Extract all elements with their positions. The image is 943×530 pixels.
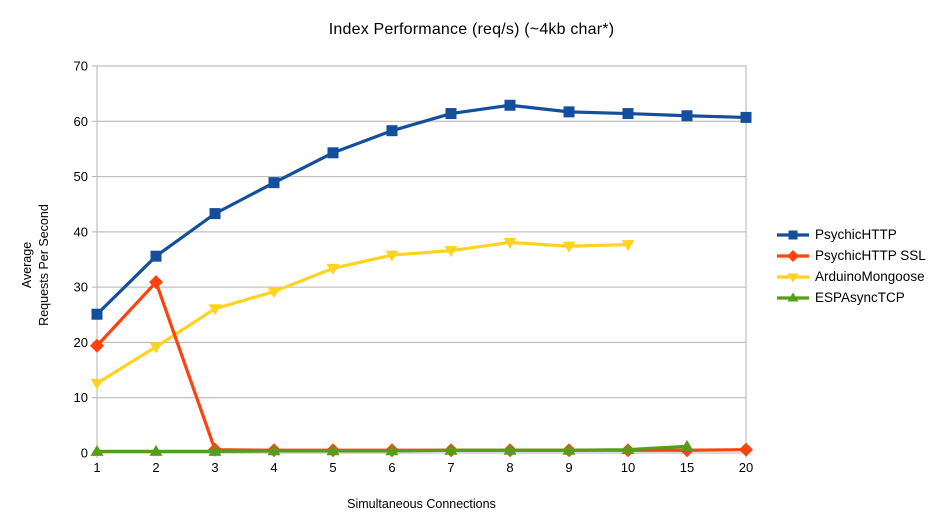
data-point-ESPAsyncTCP	[562, 443, 576, 455]
data-point-PsychicHTTP	[622, 108, 634, 120]
legend-item-PsychicHTTP-SSL: PsychicHTTP SSL	[777, 245, 926, 266]
data-point-ESPAsyncTCP	[267, 444, 281, 456]
plot-border	[96, 65, 747, 454]
data-point-PsychicHTTP	[268, 177, 280, 189]
y-tick-label: 60	[74, 114, 88, 129]
x-tick-label: 9	[565, 460, 572, 475]
legend-item-PsychicHTTP: PsychicHTTP	[777, 224, 926, 245]
y-tick-label: 30	[74, 280, 88, 295]
data-point-PsychicHTTP	[740, 111, 752, 123]
data-point-ESPAsyncTCP	[503, 443, 517, 455]
legend-swatch-square	[777, 230, 809, 239]
x-tick-label: 5	[329, 460, 336, 475]
data-point-ArduinoMongoose	[149, 342, 163, 354]
series-line-ArduinoMongoose	[95, 240, 630, 385]
data-point-ArduinoMongoose	[562, 241, 576, 253]
data-point-ESPAsyncTCP	[326, 444, 340, 456]
x-tick-label: 6	[388, 460, 395, 475]
y-tick-label: 20	[74, 335, 88, 350]
data-point-PsychicHTTP	[91, 308, 103, 320]
legend-marker	[787, 249, 799, 262]
x-tick-label: 20	[739, 460, 753, 475]
y-tick-label: 50	[74, 169, 88, 184]
data-point-ESPAsyncTCP	[680, 439, 694, 451]
x-axis-title: Simultaneous Connections	[347, 497, 496, 511]
legend-marker	[787, 292, 799, 301]
data-point-ArduinoMongoose	[621, 240, 635, 252]
legend-label: PsychicHTTP SSL	[815, 248, 926, 263]
data-point-ArduinoMongoose	[90, 378, 104, 390]
data-point-PsychicHTTP	[150, 250, 162, 262]
data-point-PsychicHTTP-SSL	[149, 275, 163, 290]
x-tick-label: 7	[447, 460, 454, 475]
data-point-PsychicHTTP-SSL	[90, 338, 104, 353]
legend-item-ESPAsyncTCP: ESPAsyncTCP	[777, 287, 926, 308]
legend-swatch-triangle-down	[777, 273, 809, 282]
x-tick-label: 10	[621, 460, 635, 475]
y-axis-title-line2: Requests Per Second	[37, 204, 51, 326]
data-point-PsychicHTTP	[681, 110, 693, 122]
data-point-PsychicHTTP	[563, 106, 575, 118]
legend-marker	[788, 230, 798, 239]
data-point-PsychicHTTP	[386, 125, 398, 137]
data-point-PsychicHTTP	[504, 99, 516, 111]
x-tick-label: 1	[93, 460, 100, 475]
data-point-ESPAsyncTCP	[444, 443, 458, 455]
data-point-ArduinoMongoose	[208, 304, 222, 316]
data-point-ArduinoMongoose	[385, 250, 399, 262]
y-axis-title: Average Requests Per Second	[19, 115, 53, 415]
legend-item-ArduinoMongoose: ArduinoMongoose	[777, 266, 926, 287]
x-tick-label: 4	[270, 460, 277, 475]
data-point-ArduinoMongoose	[444, 246, 458, 258]
data-point-ArduinoMongoose	[267, 287, 281, 299]
chart-title: Index Performance (req/s) (~4kb char*)	[328, 21, 615, 38]
data-point-PsychicHTTP	[327, 147, 339, 159]
data-point-ESPAsyncTCP	[621, 443, 635, 455]
data-point-PsychicHTTP	[209, 208, 221, 220]
y-tick-label: 0	[81, 446, 88, 461]
data-point-ESPAsyncTCP	[208, 444, 222, 456]
legend-swatch-triangle-up	[777, 292, 809, 301]
data-point-ESPAsyncTCP	[149, 444, 163, 456]
y-axis-title-line1: Average	[20, 241, 34, 289]
data-point-ESPAsyncTCP	[385, 444, 399, 456]
x-tick-label: 2	[152, 460, 159, 475]
legend-marker	[787, 273, 799, 282]
data-point-ArduinoMongoose	[326, 263, 340, 275]
y-tick-label: 70	[74, 59, 88, 74]
legend-swatch-diamond	[777, 249, 809, 262]
series-line-PsychicHTTP	[95, 103, 748, 316]
legend-label: PsychicHTTP	[815, 227, 897, 242]
data-point-ESPAsyncTCP	[90, 444, 104, 456]
legend: PsychicHTTP PsychicHTTP SSL ArduinoMongoos…	[777, 224, 926, 308]
y-tick-label: 10	[74, 390, 88, 405]
legend-label: ESPAsyncTCP	[815, 290, 905, 305]
y-tick-label: 40	[74, 224, 88, 239]
data-point-PsychicHTTP-SSL	[739, 442, 753, 457]
x-tick-label: 15	[680, 460, 694, 475]
series-line-PsychicHTTP-SSL	[95, 280, 748, 452]
data-point-PsychicHTTP	[445, 108, 457, 120]
data-point-ArduinoMongoose	[503, 237, 517, 249]
x-tick-label: 8	[506, 460, 513, 475]
x-tick-label: 3	[211, 460, 218, 475]
legend-label: ArduinoMongoose	[815, 269, 925, 284]
